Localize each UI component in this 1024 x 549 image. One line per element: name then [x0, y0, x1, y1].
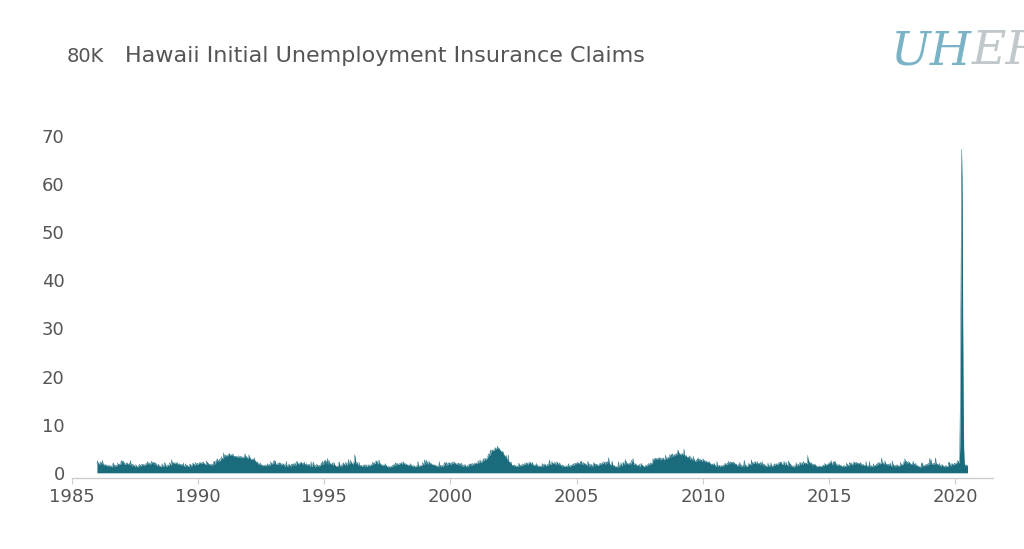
- Text: UH: UH: [891, 29, 972, 74]
- Text: Hawaii Initial Unemployment Insurance Claims: Hawaii Initial Unemployment Insurance Cl…: [125, 46, 645, 66]
- Text: 80K: 80K: [67, 47, 103, 66]
- Text: ERO: ERO: [972, 29, 1024, 74]
